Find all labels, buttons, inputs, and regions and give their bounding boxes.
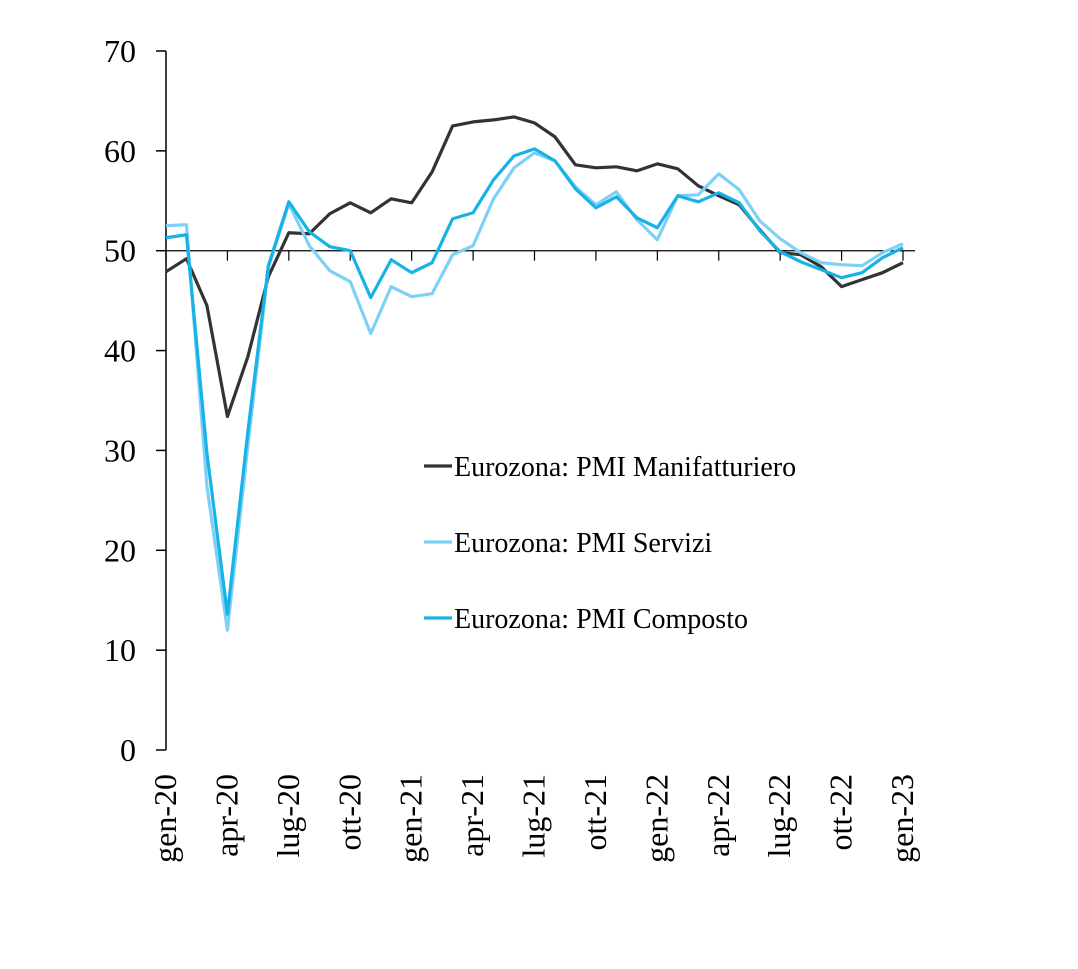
legend-label-3: Eurozona: PMI Composto [454,604,748,635]
x-tick-label: lug-22 [761,774,797,858]
y-tick-label: 40 [104,333,136,369]
y-tick-label: 50 [104,233,136,269]
plot-area: 0 10 20 30 40 50 60 70 gen-20 apr-20 lug-20 ott-20… [104,33,920,863]
x-tick-label: gen-22 [638,774,674,863]
y-tick-label: 20 [104,532,136,568]
y-tick-label: 70 [104,33,136,69]
x-tick-label: gen-20 [147,774,183,863]
y-tick-label: 10 [104,632,136,668]
x-tick-label: lug-21 [516,774,552,858]
x-tick-label: gen-21 [393,774,429,863]
x-tick-label: ott-22 [823,774,859,850]
series-line-3 [165,147,904,616]
y-axis-ticks: 0 10 20 30 40 50 60 70 [104,33,166,768]
x-tick-label: ott-20 [331,774,367,850]
series-line-1 [165,115,904,419]
y-tick-label: 0 [120,732,136,768]
series-lines [165,115,904,632]
x-tick-label: apr-21 [454,774,490,857]
legend: Eurozona: PMI Manifatturiero Eurozona: PM… [424,452,796,635]
y-tick-label: 30 [104,432,136,468]
x-tick-label: ott-21 [577,774,613,850]
x-tick-label: lug-20 [270,774,306,858]
x-tick-label: apr-22 [700,774,736,857]
legend-label-1: Eurozona: PMI Manifatturiero [454,452,796,483]
x-tick-label: apr-20 [208,774,244,857]
x-axis-ticks: gen-20 apr-20 lug-20 ott-20 gen-21 apr-21 lug-… [147,250,920,863]
legend-label-2: Eurozona: PMI Servizi [454,528,712,559]
x-tick-label: gen-23 [884,774,920,863]
y-tick-label: 60 [104,133,136,169]
